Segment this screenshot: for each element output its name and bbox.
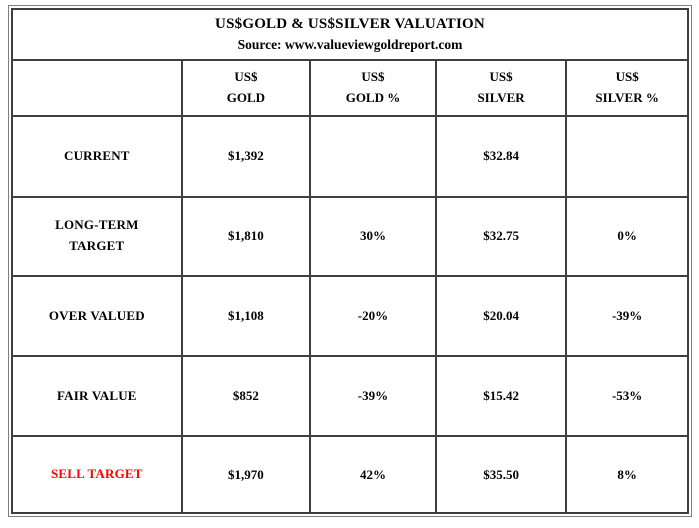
row-fair-value: FAIR VALUE $852 -39% $15.42 -53% bbox=[11, 355, 689, 438]
col-header-gold-pct: US$ GOLD % bbox=[309, 58, 437, 118]
row-label-fair-value: FAIR VALUE bbox=[11, 355, 183, 438]
cell-fv-silver: $15.42 bbox=[434, 355, 568, 438]
row-label-current: CURRENT bbox=[11, 115, 183, 198]
cell-st-silver: $35.50 bbox=[434, 435, 568, 514]
col-header-silver: US$ SILVER bbox=[434, 58, 568, 118]
col-header-silver-line1: US$ bbox=[489, 68, 513, 84]
cell-current-silver: $32.84 bbox=[434, 115, 568, 198]
cell-ov-gold-pct: -20% bbox=[309, 274, 437, 358]
cell-lt-gold: $1,810 bbox=[180, 195, 312, 277]
cell-lt-silver-pct: 0% bbox=[565, 195, 689, 277]
col-header-silver-line2: SILVER bbox=[477, 89, 525, 105]
table-title-cell: US$GOLD & US$SILVER VALUATION Source: ww… bbox=[11, 8, 689, 61]
cell-lt-silver: $32.75 bbox=[434, 195, 568, 277]
row-long-term-target: LONG-TERM TARGET $1,810 30% $32.75 0% bbox=[11, 195, 689, 277]
row-current: CURRENT $1,392 $32.84 bbox=[11, 115, 689, 198]
row-over-valued: OVER VALUED $1,108 -20% $20.04 -39% bbox=[11, 274, 689, 358]
cell-fv-silver-pct: -53% bbox=[565, 355, 689, 438]
col-header-empty bbox=[11, 58, 183, 118]
table-header-row: US$ GOLD US$ GOLD % US$ SILVER US$ SILVE… bbox=[11, 58, 689, 118]
table-title-row: US$GOLD & US$SILVER VALUATION Source: ww… bbox=[11, 8, 689, 61]
col-header-silver-pct-line1: US$ bbox=[615, 68, 639, 84]
cell-ov-silver: $20.04 bbox=[434, 274, 568, 358]
row-label-long-term-target: LONG-TERM TARGET bbox=[11, 195, 183, 277]
col-header-gold: US$ GOLD bbox=[180, 58, 312, 118]
cell-ov-gold: $1,108 bbox=[180, 274, 312, 358]
col-header-silver-pct: US$ SILVER % bbox=[565, 58, 689, 118]
col-header-silver-pct-line2: SILVER % bbox=[595, 89, 659, 105]
cell-fv-gold: $852 bbox=[180, 355, 312, 438]
cell-lt-gold-pct: 30% bbox=[309, 195, 437, 277]
table-title: US$GOLD & US$SILVER VALUATION bbox=[215, 15, 485, 32]
cell-st-gold-pct: 42% bbox=[309, 435, 437, 514]
table-source: Source: www.valueviewgoldreport.com bbox=[237, 36, 463, 52]
col-header-gold-line1: US$ bbox=[234, 68, 258, 84]
cell-current-gold-pct bbox=[309, 115, 437, 198]
row-label-sell-target: SELL TARGET bbox=[11, 435, 183, 514]
cell-fv-gold-pct: -39% bbox=[309, 355, 437, 438]
row-label-over-valued: OVER VALUED bbox=[11, 274, 183, 358]
valuation-table: US$GOLD & US$SILVER VALUATION Source: ww… bbox=[8, 5, 692, 517]
col-header-gold-pct-line1: US$ bbox=[361, 68, 385, 84]
cell-st-silver-pct: 8% bbox=[565, 435, 689, 514]
col-header-gold-line2: GOLD bbox=[226, 89, 266, 105]
cell-st-gold: $1,970 bbox=[180, 435, 312, 514]
cell-current-silver-pct bbox=[565, 115, 689, 198]
valuation-table-grid: US$GOLD & US$SILVER VALUATION Source: ww… bbox=[11, 8, 689, 514]
cell-current-gold: $1,392 bbox=[180, 115, 312, 198]
row-sell-target: SELL TARGET $1,970 42% $35.50 8% bbox=[11, 435, 689, 514]
cell-ov-silver-pct: -39% bbox=[565, 274, 689, 358]
col-header-gold-pct-line2: GOLD % bbox=[345, 89, 401, 105]
